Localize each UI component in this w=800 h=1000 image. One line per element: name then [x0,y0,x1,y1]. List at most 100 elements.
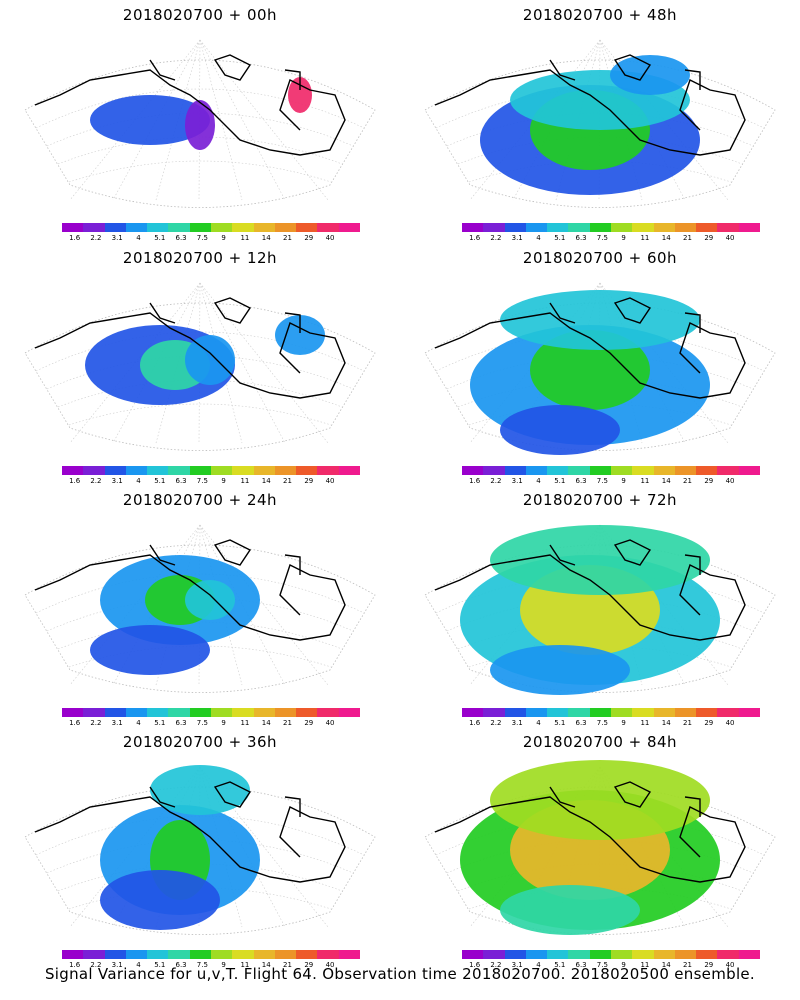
colorbar-swatch [189,466,211,475]
map-boundary [24,786,376,935]
polar-map [24,39,376,208]
colorbar-tick-label: 40 [725,477,735,485]
colorbar-swatch [525,466,548,475]
colorbar-swatch [738,223,760,232]
panel-title: 2018020700 + 36h [122,733,278,751]
colorbar-swatch [168,950,190,959]
colorbar-tick-label: 3.1 [111,234,123,242]
colorbar-swatch [610,466,633,475]
colorbar-tick-label: 21 [683,477,692,485]
colorbar-tick-label: 3.1 [511,234,523,242]
colorbar-swatch [210,223,233,232]
coastline [34,781,346,883]
colorbar-swatch [232,708,254,717]
colorbar-swatch [274,950,297,959]
colorbar [62,950,360,959]
colorbar-swatch [338,708,360,717]
colorbar-swatch [525,708,548,717]
colorbar-tick-label: 6.3 [175,477,187,485]
graticule-longitude [199,524,243,686]
colorbar-tick-label: 1.6 [469,234,481,242]
colorbar-tick-label: 21 [683,961,692,969]
colorbar-swatch [338,466,360,475]
colorbar-tick-label: 11 [640,234,650,242]
colorbar-swatch [483,223,505,232]
colorbar-swatch [125,950,148,959]
colorbar-swatch [653,466,675,475]
colorbar-swatch [189,223,211,232]
graticule-longitude [199,39,286,201]
colorbar-tick-label: 11 [240,719,250,727]
colorbar-tick-label: 9 [621,719,626,727]
colorbar-swatch [589,466,611,475]
colorbar-swatch [717,466,739,475]
colorbar-tick-label: 2.2 [90,234,102,242]
colorbar-swatch [547,708,569,717]
map-boundary [24,59,376,208]
variance-region [185,335,235,385]
panel-title: 2018020700 + 72h [522,491,678,509]
colorbar-swatch [589,950,611,959]
colorbar-tick-label: 29 [304,234,314,242]
colorbar-swatch [232,223,254,232]
colorbar-tick-label: 40 [725,234,735,242]
colorbar-swatch [147,223,169,232]
colorbar-swatch [232,950,254,959]
variance-region [500,290,700,350]
colorbar-labels: 1.6 2.2 3.1 4 5.1 6.3 7.5 9 11 14 21 29 40 [462,477,760,487]
colorbar-tick-label: 7.5 [196,961,208,969]
colorbar-swatch [125,223,148,232]
colorbar-tick-label: 1.6 [69,477,81,485]
colorbar-swatch [168,466,190,475]
coastline [34,297,346,399]
colorbar-tick-label: 5.1 [554,961,566,969]
colorbar-swatch [483,466,505,475]
colorbar-tick-label: 5.1 [554,719,566,727]
footer-caption: Signal Variance for u,v,T. Flight 64. Ob… [44,965,756,983]
colorbar-tick-label: 7.5 [196,477,208,485]
graticule-latitude [68,403,332,426]
graticule-latitude [35,815,365,856]
colorbar-tick-label: 6.3 [575,234,587,242]
colorbar-tick-label: 21 [683,234,692,242]
graticule-longitude [199,282,243,444]
colorbar-tick-label: 7.5 [596,234,608,242]
colorbar-tick-label: 1.6 [469,477,481,485]
graticule-longitude [69,524,201,686]
colorbar-tick-label: 4 [536,719,541,727]
graticule-longitude [469,39,601,201]
colorbar-swatch [317,950,339,959]
colorbar-swatch [632,708,654,717]
colorbar-tick-label: 5.1 [154,961,166,969]
colorbar [62,466,360,475]
colorbar-tick-label: 6.3 [175,719,187,727]
colorbar-tick-label: 6.3 [575,477,587,485]
colorbar-swatch [253,708,275,717]
colorbar-swatch [568,950,590,959]
colorbar-tick-label: 4 [536,477,541,485]
colorbar-tick-label: 21 [283,961,292,969]
colorbar-tick-label: 21 [283,477,292,485]
colorbar-tick-label: 2.2 [490,234,502,242]
colorbar-tick-label: 5.1 [554,234,566,242]
colorbar-labels: 1.6 2.2 3.1 4 5.1 6.3 7.5 9 11 14 21 29 40 [62,477,360,487]
variance-region [288,77,312,113]
colorbar-swatch [632,950,654,959]
colorbar-tick-label: 3.1 [511,719,523,727]
variance-region [500,885,640,935]
map-panel: 2018020700 + 48h 1.6 2.2 3.1 4 5.1 6.3 7.5 9 11 14… [400,0,800,245]
colorbar-swatch [717,223,739,232]
colorbar-tick-label: 14 [661,719,671,727]
colorbar-swatch [674,466,697,475]
colorbar-swatch [525,950,548,959]
colorbar-tick-label: 4 [136,719,141,727]
colorbar-tick-label: 3.1 [511,961,523,969]
colorbar-tick-label: 11 [240,961,250,969]
colorbar-tick-label: 14 [661,477,671,485]
colorbar-tick-label: 21 [283,234,292,242]
colorbar-swatch [189,950,211,959]
colorbar-tick-label: 1.6 [69,234,81,242]
variance-region [185,580,235,620]
colorbar-swatch [462,223,484,232]
colorbar-tick-label: 29 [704,961,714,969]
